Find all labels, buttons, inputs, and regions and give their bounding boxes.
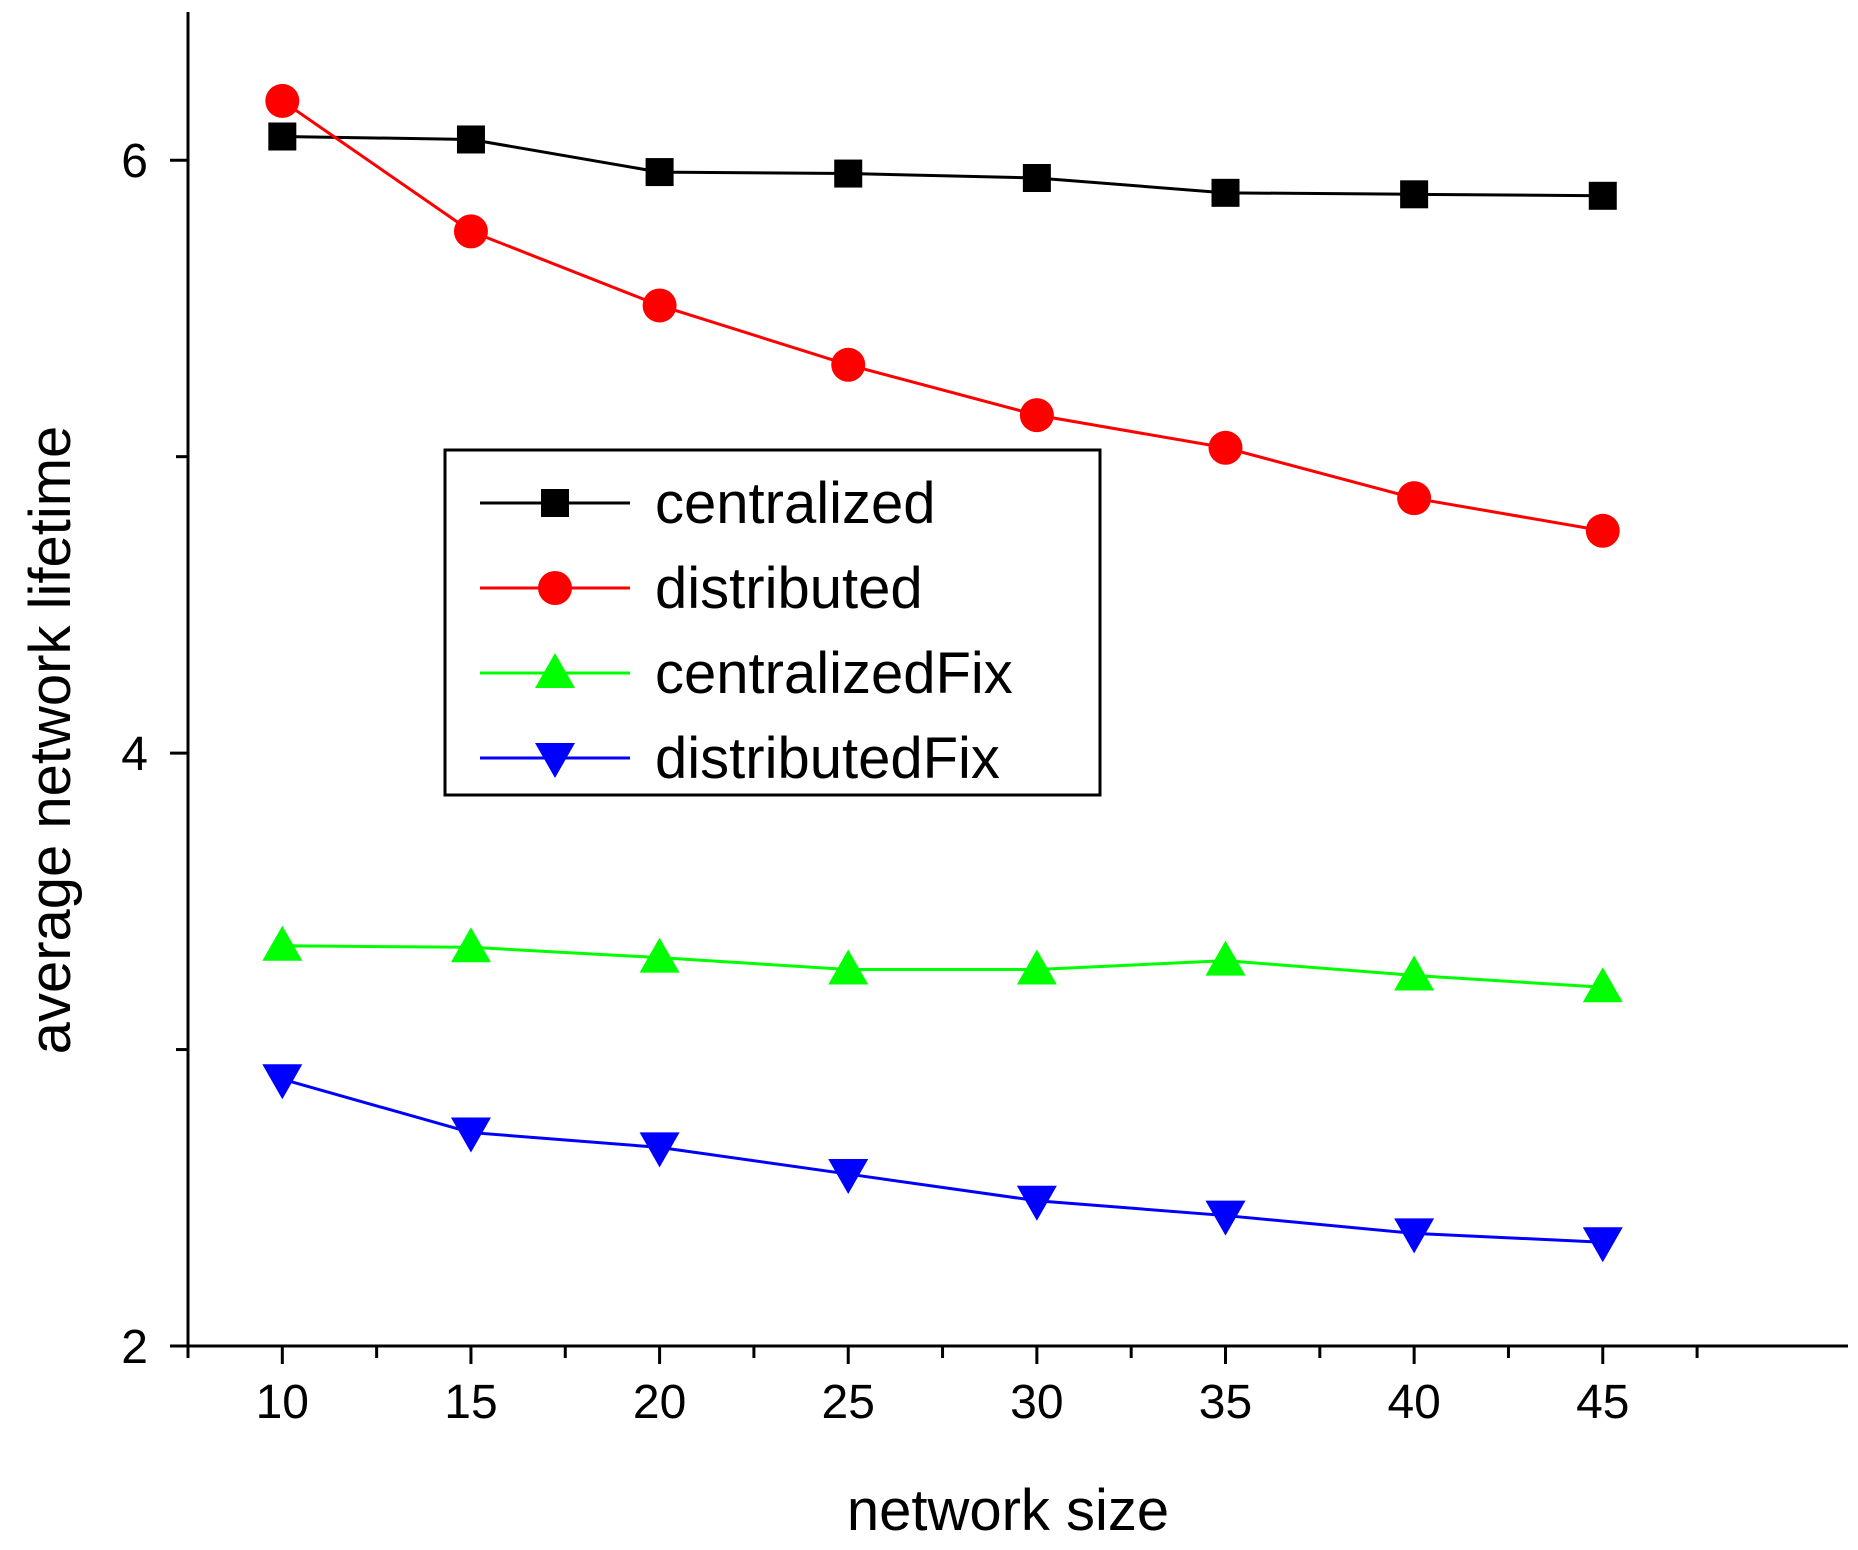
legend-marker — [541, 489, 569, 517]
distributed-point — [1397, 481, 1432, 516]
y-tick-label-6: 6 — [121, 135, 148, 188]
centralizedFix-point — [1582, 967, 1623, 1003]
centralized-point — [268, 122, 297, 151]
centralizedFix-point — [1205, 940, 1246, 976]
x-tick-label-30: 30 — [1010, 1376, 1063, 1429]
centralizedFix-point — [828, 949, 869, 985]
centralized-point — [456, 125, 485, 154]
x-tick-label-35: 35 — [1199, 1376, 1252, 1429]
distributedFix-point — [1394, 1218, 1435, 1254]
distributed-point — [1585, 513, 1620, 548]
legend-label: centralized — [655, 471, 935, 536]
legend-label: distributedFix — [655, 726, 1000, 791]
distributedFix-line — [281, 1077, 1603, 1244]
distributed-point — [1019, 398, 1054, 433]
centralizedFix-point — [262, 925, 303, 961]
y-tick-label-4: 4 — [121, 728, 148, 781]
distributed-point — [453, 214, 488, 249]
x-tick-label-20: 20 — [633, 1376, 686, 1429]
distributed-point — [265, 83, 300, 118]
centralizedFix-point — [639, 937, 680, 973]
distributedFix-point — [1582, 1227, 1623, 1263]
legend-item-distributed: distributed — [480, 556, 923, 621]
x-tick-label-45: 45 — [1576, 1376, 1629, 1429]
distributedFix-point — [450, 1117, 491, 1153]
distributedFix-point — [639, 1132, 680, 1168]
series-centralized — [268, 122, 1617, 210]
distributedFix-point — [828, 1159, 869, 1195]
distributedFix-point — [1016, 1185, 1057, 1221]
centralized-point — [645, 158, 674, 187]
centralized-line — [282, 135, 1603, 198]
legend-marker — [535, 743, 575, 778]
centralizedFix-point — [1394, 955, 1435, 991]
series-centralizedFix — [262, 925, 1623, 1003]
distributed-point — [831, 347, 866, 382]
centralizedFix-point — [450, 927, 491, 963]
series-distributed — [265, 83, 1620, 548]
legend-marker — [538, 571, 572, 605]
distributedFix-point — [262, 1064, 303, 1100]
centralized-point — [1588, 181, 1617, 210]
plot-area — [186, 12, 1848, 1348]
x-tick-label-40: 40 — [1387, 1376, 1440, 1429]
legend-label: distributed — [655, 556, 923, 621]
centralized-point — [1211, 178, 1240, 207]
series-distributedFix — [262, 1064, 1623, 1263]
distributed-point — [642, 288, 677, 323]
x-tick-label-15: 15 — [444, 1376, 497, 1429]
legend-item-centralized: centralized — [480, 471, 935, 536]
x-tick-label-25: 25 — [822, 1376, 875, 1429]
distributed-line — [281, 99, 1604, 533]
legend-label: centralizedFix — [655, 641, 1013, 706]
axis-ticks: 10 15 20 25 30 35 40 45 2 4 6 — [121, 135, 1699, 1429]
y-axis-title: average network lifetime — [18, 426, 83, 1055]
legend-item-distributedFix: distributedFix — [480, 726, 1000, 791]
legend-item-centralizedFix: centralizedFix — [480, 641, 1013, 706]
distributedFix-point — [1205, 1200, 1246, 1236]
legend: centralized distributed centralizedFix dist… — [443, 448, 1102, 797]
x-axis-title: network size — [847, 1478, 1169, 1543]
x-tick-label-10: 10 — [256, 1376, 309, 1429]
centralizedFix-point — [1016, 949, 1057, 985]
distributed-point — [1208, 430, 1243, 465]
y-tick-label-2: 2 — [121, 1321, 148, 1374]
centralized-point — [834, 159, 863, 188]
series-layer — [262, 83, 1623, 1263]
centralized-point — [1022, 164, 1051, 193]
legend-marker — [535, 653, 575, 688]
centralized-point — [1400, 180, 1429, 209]
centralizedFix-line — [282, 944, 1603, 989]
